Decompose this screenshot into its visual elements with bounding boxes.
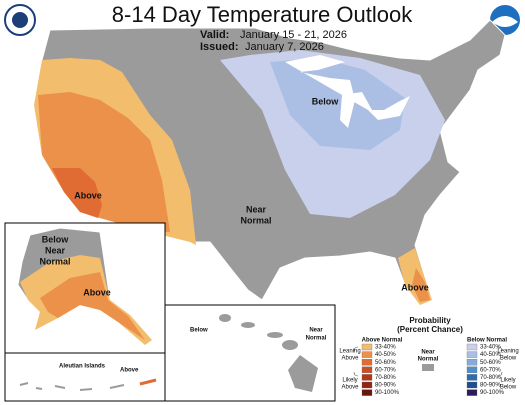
hi-normal: Normal <box>306 336 327 342</box>
below-swatch <box>466 351 478 358</box>
great-lakes <box>285 55 410 128</box>
below-range: 90-100% <box>480 390 505 396</box>
below-swatch <box>466 389 478 396</box>
florida-above-40 <box>412 268 430 302</box>
aleutian-above <box>139 378 157 386</box>
below-swatch <box>466 381 478 389</box>
kauai <box>219 314 231 322</box>
leaning-below-1: Leaning <box>497 349 518 355</box>
noaa-logo-gull <box>492 16 518 27</box>
above-swatch <box>361 381 373 389</box>
aleutian-inset: Aleutian Islands Above <box>4 352 166 402</box>
below-range: 33-40% <box>480 345 501 351</box>
above-range: 60-70% <box>375 367 396 373</box>
below-range: 50-60% <box>480 360 501 366</box>
big-island <box>288 355 318 392</box>
likely-below-1: Likely <box>500 378 515 384</box>
leaning-above-2: Above <box>341 356 359 362</box>
below-swatch <box>466 374 478 381</box>
label-above-florida: Above <box>401 282 429 292</box>
below-range: 40-50% <box>480 352 501 358</box>
below-title: Below Normal <box>467 338 507 344</box>
aleutian-label: Above <box>120 368 139 374</box>
label-near: Near <box>246 204 267 214</box>
below-swatch <box>466 343 478 351</box>
likely-below-2: Below <box>500 385 517 391</box>
issued-label: Issued: <box>200 41 239 53</box>
ak-near: Near <box>45 245 66 255</box>
above-swatch <box>361 359 373 366</box>
legend-brackets <box>353 346 503 377</box>
alaska-inset: Below Near Normal Above <box>4 222 166 354</box>
ak-normal: Normal <box>39 256 70 266</box>
label-normal: Normal <box>240 215 271 225</box>
doc-logo-inner <box>12 12 28 28</box>
above-range: 80-90% <box>375 383 396 389</box>
above-swatch <box>361 351 373 358</box>
hi-near: Near <box>309 328 323 334</box>
above-swatch <box>361 366 373 373</box>
likely-above-1: Likely <box>342 378 357 384</box>
valid-dates: January 15 - 21, 2026 <box>240 29 347 41</box>
near-title-2: Normal <box>418 357 439 363</box>
below-swatch <box>466 359 478 366</box>
legend-subtitle: (Percent Chance) <box>397 325 463 334</box>
hawaii-inset: Below Near Normal <box>164 304 336 402</box>
above-swatch <box>361 389 373 396</box>
below-range: 80-90% <box>480 383 501 389</box>
above-range: 70-80% <box>375 375 396 381</box>
hi-below: Below <box>190 328 208 334</box>
above-title: Above Normal <box>362 338 403 344</box>
legend: Probability (Percent Chance) Above Norma… <box>339 316 518 396</box>
above-range: 50-60% <box>375 360 396 366</box>
alaska-above-40 <box>40 272 145 340</box>
legend-title: Probability <box>409 316 451 325</box>
conus: Above Below Near Normal Above <box>33 19 506 306</box>
oahu <box>241 322 255 328</box>
below-40 <box>270 58 405 150</box>
molokai <box>267 332 283 338</box>
below-range: 70-80% <box>480 375 501 381</box>
above-50 <box>52 168 102 218</box>
leaning-above-1: Leaning <box>339 349 360 355</box>
above-swatch <box>361 374 373 381</box>
aleutian-islands <box>19 379 157 391</box>
label-above-southwest: Above <box>74 190 102 200</box>
above-swatch <box>361 343 373 351</box>
near-title-1: Near <box>421 350 435 356</box>
title: 8-14 Day Temperature Outlook <box>112 2 413 27</box>
ak-below: Below <box>42 234 70 244</box>
above-range: 90-100% <box>375 390 400 396</box>
maui <box>282 340 298 350</box>
below-range: 60-70% <box>480 367 501 373</box>
leaning-below-2: Below <box>500 356 517 362</box>
likely-above-2: Above <box>341 385 359 391</box>
aleutian-title: Aleutian Islands <box>59 364 106 370</box>
ak-above: Above <box>83 287 111 297</box>
above-range: 40-50% <box>375 352 396 358</box>
aleutian-frame <box>4 352 166 402</box>
issued-date: January 7, 2026 <box>245 41 324 53</box>
near-swatch <box>422 364 434 371</box>
above-range: 33-40% <box>375 345 396 351</box>
label-below: Below <box>312 96 340 106</box>
valid-label: Valid: <box>200 29 229 41</box>
below-swatch <box>466 366 478 373</box>
